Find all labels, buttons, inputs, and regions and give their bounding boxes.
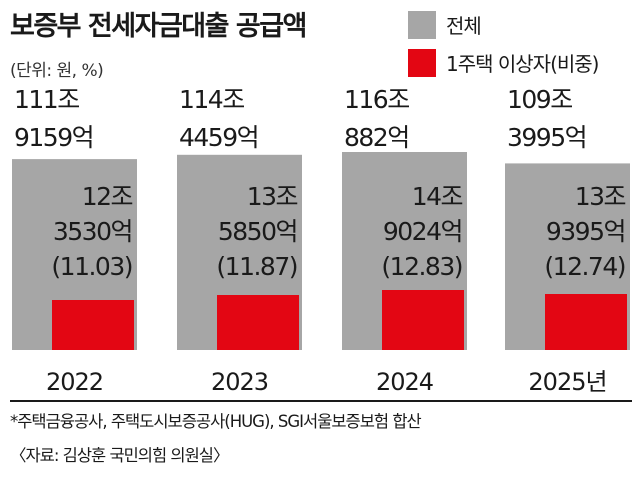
label-total-2023-1: 4459억 — [179, 123, 258, 152]
chart-title: 보증부 전세자금대출 공급액 — [10, 11, 307, 42]
label-owners-2025년-2: (12.74) — [544, 252, 625, 281]
label-total-2022-1: 9159억 — [14, 123, 93, 152]
label-total-2024-0: 116조 — [344, 85, 409, 114]
label-total-2024-1: 882억 — [344, 123, 409, 152]
label-total-2025년-0: 109조 — [507, 85, 572, 114]
bar-owners-2024 — [382, 290, 464, 350]
label-owners-2025년-1: 9395억 — [546, 217, 625, 246]
legend-label-owners: 1주택 이상자(비중) — [446, 52, 599, 76]
label-owners-2022-0: 12조 — [82, 182, 133, 211]
label-owners-2022-2: (11.03) — [51, 252, 132, 281]
source-note: 〈자료: 김상훈 국민의힘 의원실〉 — [10, 446, 229, 465]
legend-item-owners: 1주택 이상자(비중) — [408, 48, 599, 77]
legend-swatch-total — [408, 10, 436, 39]
legend-item-total: 전체 — [408, 10, 482, 39]
legend-swatch-owners — [408, 48, 436, 77]
category-label-2025년: 2025년 — [528, 368, 606, 396]
footnote: *주택금융공사, 주택도시보증공사(HUG), SGI서울보증보험 합산 — [10, 412, 422, 431]
label-owners-2024-1: 9024억 — [383, 217, 462, 246]
category-label-2024: 2024 — [376, 368, 433, 396]
label-owners-2023-1: 5850억 — [218, 217, 297, 246]
bar-owners-2022 — [52, 300, 134, 350]
label-owners-2023-2: (11.87) — [216, 252, 297, 281]
label-owners-2023-0: 13조 — [247, 182, 298, 211]
label-owners-2024-0: 14조 — [412, 182, 463, 211]
bar-owners-2025년 — [545, 294, 627, 350]
category-label-2022: 2022 — [46, 368, 103, 396]
unit-label: (단위: 원, %) — [10, 61, 104, 81]
label-total-2025년-1: 3995억 — [507, 123, 586, 152]
category-label-2023: 2023 — [211, 368, 268, 396]
label-total-2022-0: 111조 — [14, 85, 79, 114]
bar-owners-2023 — [217, 295, 299, 350]
label-owners-2022-1: 3530억 — [53, 217, 132, 246]
label-owners-2024-2: (12.83) — [381, 252, 462, 281]
label-total-2023-0: 114조 — [179, 85, 244, 114]
baseline-rule — [10, 400, 632, 402]
legend-label-total: 전체 — [446, 14, 482, 38]
label-owners-2025년-0: 13조 — [575, 182, 626, 211]
